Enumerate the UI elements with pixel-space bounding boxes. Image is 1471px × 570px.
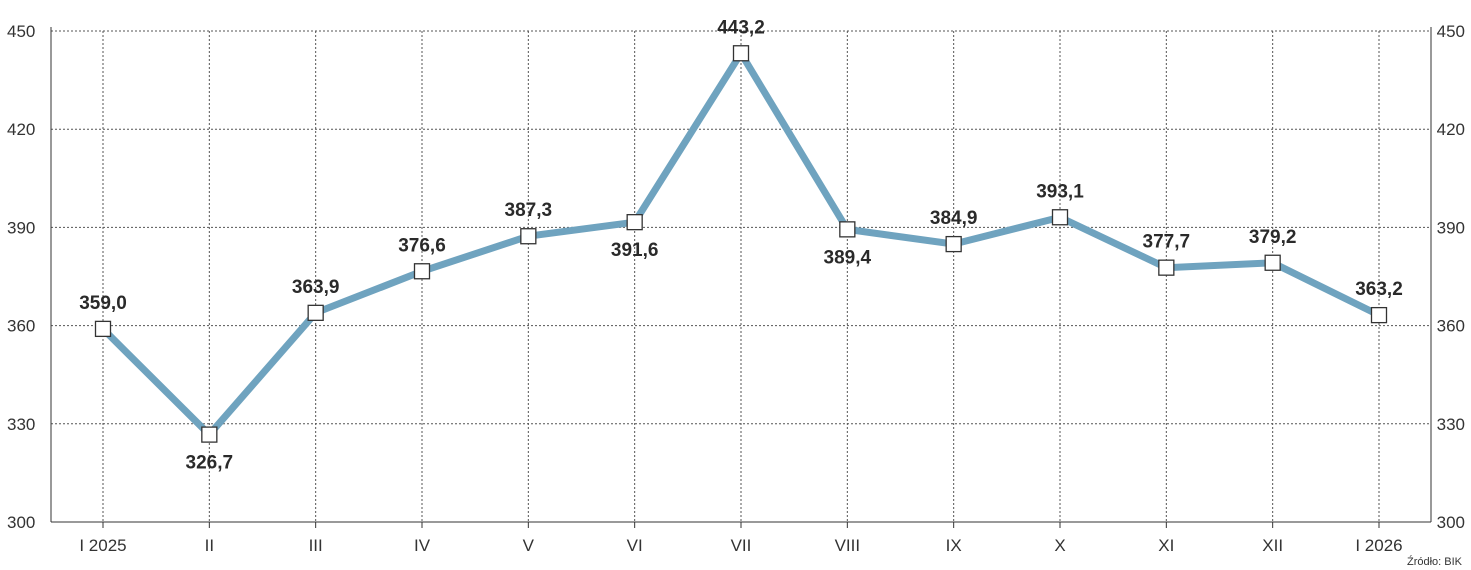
data-point-marker: [201, 426, 218, 443]
axes: [50, 27, 1432, 528]
data-label: 387,3: [505, 200, 553, 221]
data-label: 391,6: [611, 240, 659, 261]
y-tick-label-left: 360: [7, 317, 35, 336]
data-label: 379,2: [1249, 227, 1297, 248]
x-tick-label: IV: [414, 536, 431, 555]
y-tick-label-right: 330: [1437, 415, 1465, 434]
y-tick-label-right: 450: [1437, 22, 1465, 41]
markers: [94, 45, 1388, 443]
x-tick-label: VI: [627, 536, 643, 555]
x-tick-label: VIII: [835, 536, 861, 555]
grid: [51, 30, 1431, 522]
y-tick-label-right: 420: [1437, 120, 1465, 139]
x-axis: I 2025 II III IV V VI VII VIII IX X XI XII I 2026: [79, 536, 1402, 555]
y-tick-label-right: 360: [1437, 317, 1465, 336]
data-label: 389,4: [824, 247, 872, 268]
data-label: 326,7: [186, 453, 234, 474]
data-point-marker: [520, 228, 537, 245]
data-point-marker: [94, 320, 112, 338]
x-tick-label: VII: [731, 536, 752, 555]
y-tick-label-right: 300: [1437, 513, 1465, 532]
data-label: 363,9: [292, 277, 340, 298]
y-axis-right: 300 330 360 390 420 450: [1437, 22, 1465, 532]
data-point-marker: [945, 235, 962, 253]
y-tick-label-left: 450: [7, 22, 35, 41]
data-point-marker: [732, 45, 750, 62]
data-label: 377,7: [1143, 232, 1191, 253]
x-tick-label: X: [1054, 536, 1065, 555]
y-tick-label-left: 330: [7, 415, 35, 434]
data-point-marker: [1158, 259, 1175, 276]
data-point-marker: [839, 221, 856, 238]
y-tick-label-right: 390: [1437, 218, 1465, 237]
data-labels: 359,0 326,7 363,9 376,6 387,3 391,6 443,2 389,4…: [79, 17, 1403, 473]
data-label: 443,2: [717, 17, 765, 38]
source-note: Źródło: BIK: [1407, 555, 1463, 568]
data-point-marker: [626, 214, 643, 231]
x-tick-label: V: [523, 536, 535, 555]
x-tick-label: I 2026: [1355, 536, 1402, 555]
x-tick-label: XI: [1158, 536, 1174, 555]
data-label: 376,6: [398, 235, 446, 256]
data-label: 363,2: [1355, 279, 1403, 300]
x-tick-label: XII: [1262, 536, 1283, 555]
data-point-marker: [1370, 306, 1388, 324]
x-tick-label: I 2025: [79, 536, 126, 555]
data-point-marker: [413, 263, 431, 280]
y-tick-label-left: 390: [7, 218, 35, 237]
x-tick-label: III: [309, 536, 323, 555]
y-axis-left: 300 330 360 390 420 450: [7, 22, 35, 532]
data-point-marker: [1051, 209, 1069, 226]
data-label: 393,1: [1036, 181, 1084, 202]
data-label: 359,0: [79, 293, 127, 314]
data-point-marker: [1264, 254, 1281, 271]
data-label: 384,9: [930, 208, 978, 229]
y-tick-label-left: 300: [7, 513, 35, 532]
x-tick-label: IX: [946, 536, 962, 555]
y-tick-label-left: 420: [7, 120, 35, 139]
x-tick-label: II: [205, 536, 214, 555]
data-point-marker: [307, 304, 324, 321]
